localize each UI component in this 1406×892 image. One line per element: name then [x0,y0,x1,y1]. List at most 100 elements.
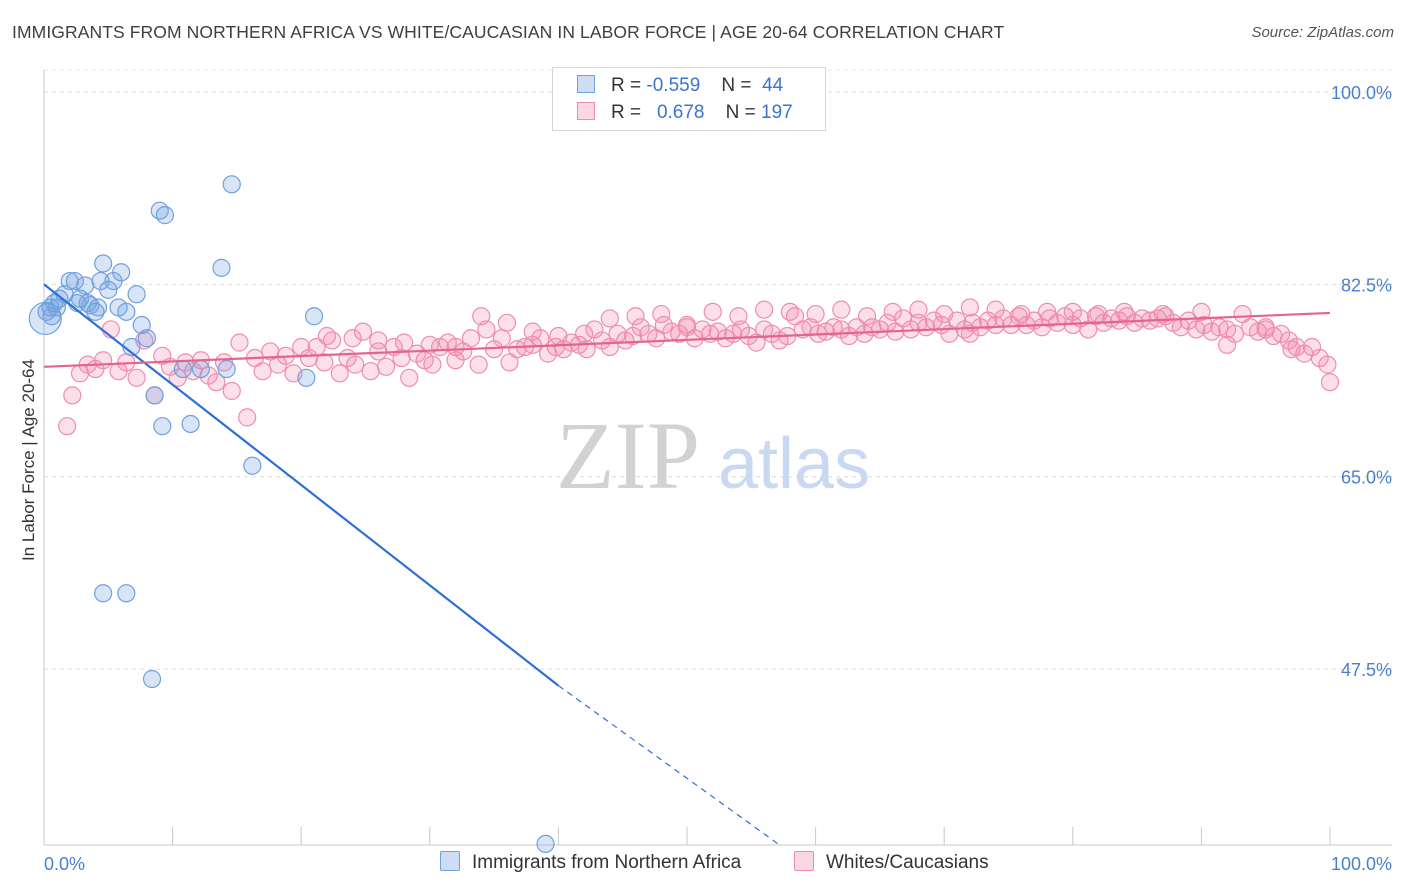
y-tick-label: 47.5% [1341,660,1392,680]
trend-lines [43,283,1331,846]
whites-point [446,337,465,357]
immigrants-point [88,298,108,317]
whites-point [1115,302,1134,321]
immigrants-point [112,263,131,282]
immigrants-point [145,386,164,405]
legend-r-value: -0.559 [646,75,701,96]
legend-n-value: 44 [762,75,784,96]
grid-lines [44,69,1392,670]
whites-point [523,322,542,341]
immigrants-point [65,271,84,291]
immigrants-point [117,584,136,603]
whites-point [960,298,980,317]
whites-point [986,300,1005,319]
immigrants-point [76,276,95,295]
whites-point [376,357,396,376]
whites-point [315,353,334,372]
whites-point [1153,304,1172,324]
whites-point [677,315,697,335]
legend-swatch-whites [577,102,595,120]
bottom-legend-whites: Whites/Caucasians [794,851,989,877]
immigrants-point [155,206,174,225]
legend-r-value: 0.678 [656,102,705,123]
whites-point [238,408,257,427]
whites-point [472,307,491,326]
y-axis-label: In Labor Force | Age 20-64 [19,359,38,561]
whites-point [253,362,272,381]
whites-point [361,362,380,381]
immigrants-point [117,302,136,321]
immigrants-point [137,329,156,348]
whites-point [207,373,226,392]
series-immigrants-points [28,175,555,854]
whites-point [423,355,442,374]
whites-point [600,309,619,328]
watermark-zip: ZIP [556,402,700,509]
y-tick-label: 65.0% [1341,468,1392,488]
chart-title: IMMIGRANTS FROM NORTHERN AFRICA VS WHITE… [12,22,1005,42]
immigrants-point [78,293,97,313]
whites-point [909,300,928,319]
immigrants-point [94,584,113,603]
watermark-atlas: atlas [718,424,870,504]
whites-point [1089,304,1108,324]
bottom-legend-immigrants: Immigrants from Northern Africa [440,851,741,877]
whites-point [420,335,439,354]
whites-point [394,333,414,352]
x-tick-label: 100.0% [1331,854,1392,874]
immigrants-point [127,285,146,304]
x-tick-labels: 0.0% 100.0% [44,854,1392,874]
whites-point [94,351,113,370]
legend-swatch-immigrants [577,75,595,93]
legend-row-whites: R = 0.678 N = 197 [577,102,793,128]
watermark: ZIP atlas [556,402,870,509]
whites-point [63,386,82,405]
whites-point [729,307,748,326]
immigrants-point [243,456,262,475]
whites-point [1063,302,1082,321]
y-tick-labels: 47.5% 65.0% 82.5% 100.0% [1331,83,1392,680]
whites-point [780,302,799,321]
whites-point [575,324,594,343]
whites-point [343,329,362,348]
y-tick-label: 82.5% [1341,275,1392,295]
immigrants-point [142,669,162,689]
immigrants-point [68,293,87,313]
bottom-legend-label: Immigrants from Northern Africa [472,852,742,873]
whites-point [400,368,419,387]
whites-point [330,364,349,383]
whites-point [461,329,481,348]
whites-point [857,307,877,326]
whites-point [369,331,388,350]
whites-point [1318,355,1337,374]
whites-point [1192,302,1211,321]
immigrants-point [99,280,118,299]
immigrants-trend-line [43,283,560,687]
whites-point [469,355,488,374]
immigrants-trend-extension [558,685,780,846]
whites-point [222,381,241,401]
whites-point [806,304,825,324]
whites-point [703,302,722,321]
whites-point [935,304,954,324]
axes [43,70,1392,846]
whites-point [1256,318,1275,337]
whites-trend-line [43,311,1331,368]
whites-point [549,326,568,346]
whites-point [58,417,77,436]
whites-point [492,329,511,348]
y-tick-label: 100.0% [1331,83,1392,103]
immigrants-point [42,307,61,326]
bottom-legend-label: Whites/Caucasians [826,852,989,873]
immigrants-point [153,417,172,436]
whites-point [317,326,337,346]
whites-point [960,324,980,343]
legend-row-immigrants: R = -0.559 N = 44 [577,75,783,101]
immigrants-point [191,359,210,379]
bottom-legend-swatch-whites [794,851,814,871]
whites-point [230,333,249,352]
immigrants-point [217,359,236,379]
whites-point [1218,335,1237,354]
whites-point [1037,302,1057,321]
